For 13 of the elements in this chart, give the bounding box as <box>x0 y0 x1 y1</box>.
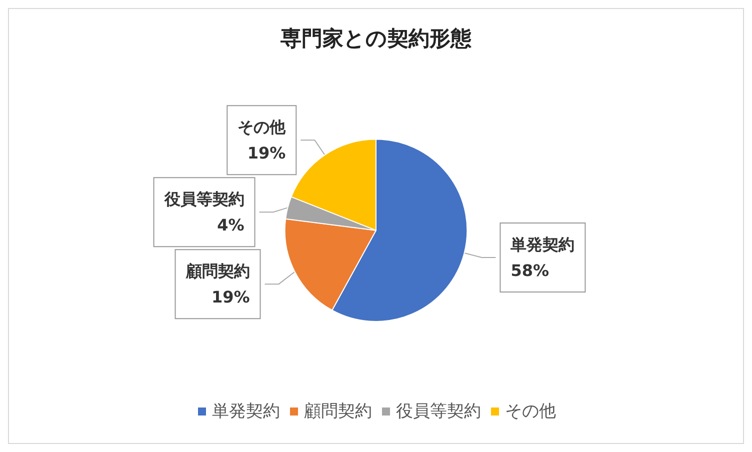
chart-title: 専門家との契約形態 <box>280 26 472 50</box>
legend-label: その他 <box>505 402 556 422</box>
slice-label: 単発契約 <box>510 234 575 254</box>
legend-label: 顧問契約 <box>304 402 372 422</box>
slice-label: 役員等契約 <box>163 190 244 209</box>
legend-label: 単発契約 <box>212 402 280 422</box>
slice-label: 顧問契約 <box>184 262 250 281</box>
data-label: 58% <box>510 260 550 280</box>
slice-label: その他 <box>238 118 287 137</box>
data-label: 4% <box>217 216 244 235</box>
data-label: 19% <box>211 288 250 307</box>
data-label: 19% <box>247 144 286 163</box>
legend-label: 役員等契約 <box>396 402 481 422</box>
